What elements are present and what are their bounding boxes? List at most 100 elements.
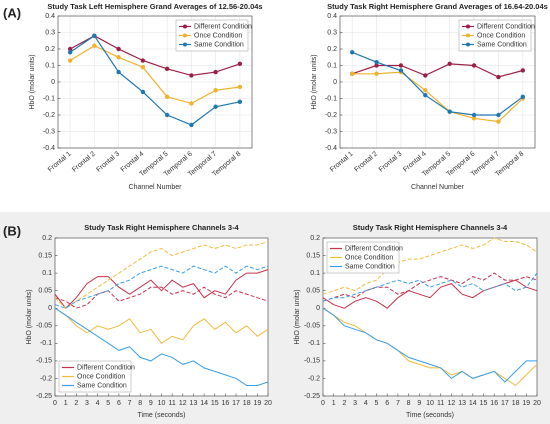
y-tick-label: 0.15 <box>306 252 320 259</box>
x-tick-label: 4 <box>364 400 368 407</box>
x-tick-label: 11 <box>437 400 444 407</box>
marker <box>349 50 355 55</box>
y-tick-label: -0.2 <box>325 112 337 119</box>
line <box>351 51 524 116</box>
marker <box>447 61 452 67</box>
marker <box>67 50 73 55</box>
marker <box>398 68 404 73</box>
x-tick-label: 5 <box>375 400 379 407</box>
x-tick-label: 15 <box>480 400 488 407</box>
marker <box>140 89 146 95</box>
marker <box>237 84 243 90</box>
y-tick-label: -0.3 <box>43 128 55 135</box>
y-tick-label: 0.1 <box>45 62 55 69</box>
marker <box>67 58 73 63</box>
marker <box>213 88 218 93</box>
line <box>69 45 240 105</box>
x-tick-label: 16 <box>222 400 230 407</box>
marker <box>164 94 170 100</box>
x-tick-label: 11 <box>169 400 176 407</box>
marker <box>92 33 97 38</box>
plot-frame <box>57 15 253 149</box>
y-tick-label: 0.05 <box>306 288 320 295</box>
y-tick-label: -0.1 <box>325 95 337 102</box>
y-tick-label: -0.3 <box>325 128 337 135</box>
plot-frame <box>54 237 269 397</box>
legend-label: Once Condition <box>345 254 393 261</box>
y-tick-label: -0.25 <box>36 393 52 400</box>
line <box>54 307 269 386</box>
x-tick-label: 0 <box>53 400 57 407</box>
legend-marker <box>466 24 470 29</box>
chart-title: Study Task Right Hemisphere Channels 3-4 <box>353 223 508 232</box>
x-tick-label: 8 <box>138 400 142 407</box>
marker <box>496 74 501 80</box>
x-tick-label: 6 <box>385 400 389 407</box>
x-tick-label: 18 <box>512 400 520 407</box>
legend-label: Once Condition <box>194 32 242 39</box>
y-tick-label: -0.1 <box>40 340 52 347</box>
line <box>54 269 269 309</box>
marker <box>496 112 501 118</box>
marker <box>67 46 73 52</box>
x-tick-label: 10 <box>158 400 166 407</box>
marker <box>164 66 170 72</box>
legend-label: Different Condition <box>477 23 535 30</box>
marker <box>164 112 170 118</box>
x-tick-label: 14 <box>200 400 208 407</box>
y-tick-label: 0.3 <box>45 29 55 36</box>
y-axis-label: HbO (molar units) <box>26 289 33 344</box>
legend-label: Same Condition <box>345 263 395 270</box>
marker <box>374 71 379 76</box>
marker <box>471 112 477 118</box>
dashed-line <box>54 286 269 309</box>
legend-marker <box>466 33 470 38</box>
dashed-line <box>54 265 269 309</box>
marker <box>423 93 428 98</box>
line <box>69 35 241 77</box>
y-tick-label: -0.25 <box>304 393 320 400</box>
y-axis-label: HbO (molar units) <box>29 54 36 109</box>
x-tick-label: 12 <box>448 400 456 407</box>
y-tick-label: 0.05 <box>38 288 52 295</box>
x-tick-label: 3 <box>353 400 357 407</box>
marker <box>213 104 218 109</box>
x-tick-label: 14 <box>469 400 477 407</box>
x-tick-label: 3 <box>85 400 89 407</box>
legend-label: Different Condition <box>194 23 252 30</box>
x-axis-label: Time (seconds) <box>138 412 186 419</box>
legend-marker <box>466 42 470 47</box>
y-tick-label: 0.2 <box>310 235 320 242</box>
y-tick-label: 0.3 <box>327 29 337 36</box>
marker <box>423 73 428 78</box>
x-tick-label: 8 <box>407 400 411 407</box>
x-tick-label: 20 <box>533 400 541 407</box>
marker <box>520 94 526 100</box>
marker <box>374 60 379 65</box>
x-tick-label: 5 <box>106 400 110 407</box>
y-tick-label: 0.4 <box>327 13 337 20</box>
x-tick-label: 13 <box>458 400 466 407</box>
plot-frame <box>322 237 538 397</box>
legend-label: Different Condition <box>345 245 403 252</box>
y-tick-label: -0.15 <box>36 358 52 365</box>
legend-label: Same Condition <box>77 382 127 389</box>
panel-label: (B) <box>3 223 21 238</box>
chart-title: Study Task Left Hemisphere Grand Average… <box>47 2 262 11</box>
marker <box>237 61 243 67</box>
legend-label: Once Condition <box>477 32 525 39</box>
marker <box>374 63 379 68</box>
line <box>69 34 241 126</box>
line <box>322 307 537 383</box>
marker <box>92 43 97 48</box>
x-tick-label: 12 <box>179 400 187 407</box>
y-tick-label: 0 <box>51 79 55 86</box>
line <box>352 63 523 78</box>
y-tick-label: 0.4 <box>45 13 55 20</box>
y-tick-label: -0.2 <box>40 375 52 382</box>
y-tick-label: 0 <box>316 305 320 312</box>
marker <box>471 116 477 121</box>
marker <box>213 69 218 75</box>
marker <box>496 119 501 124</box>
